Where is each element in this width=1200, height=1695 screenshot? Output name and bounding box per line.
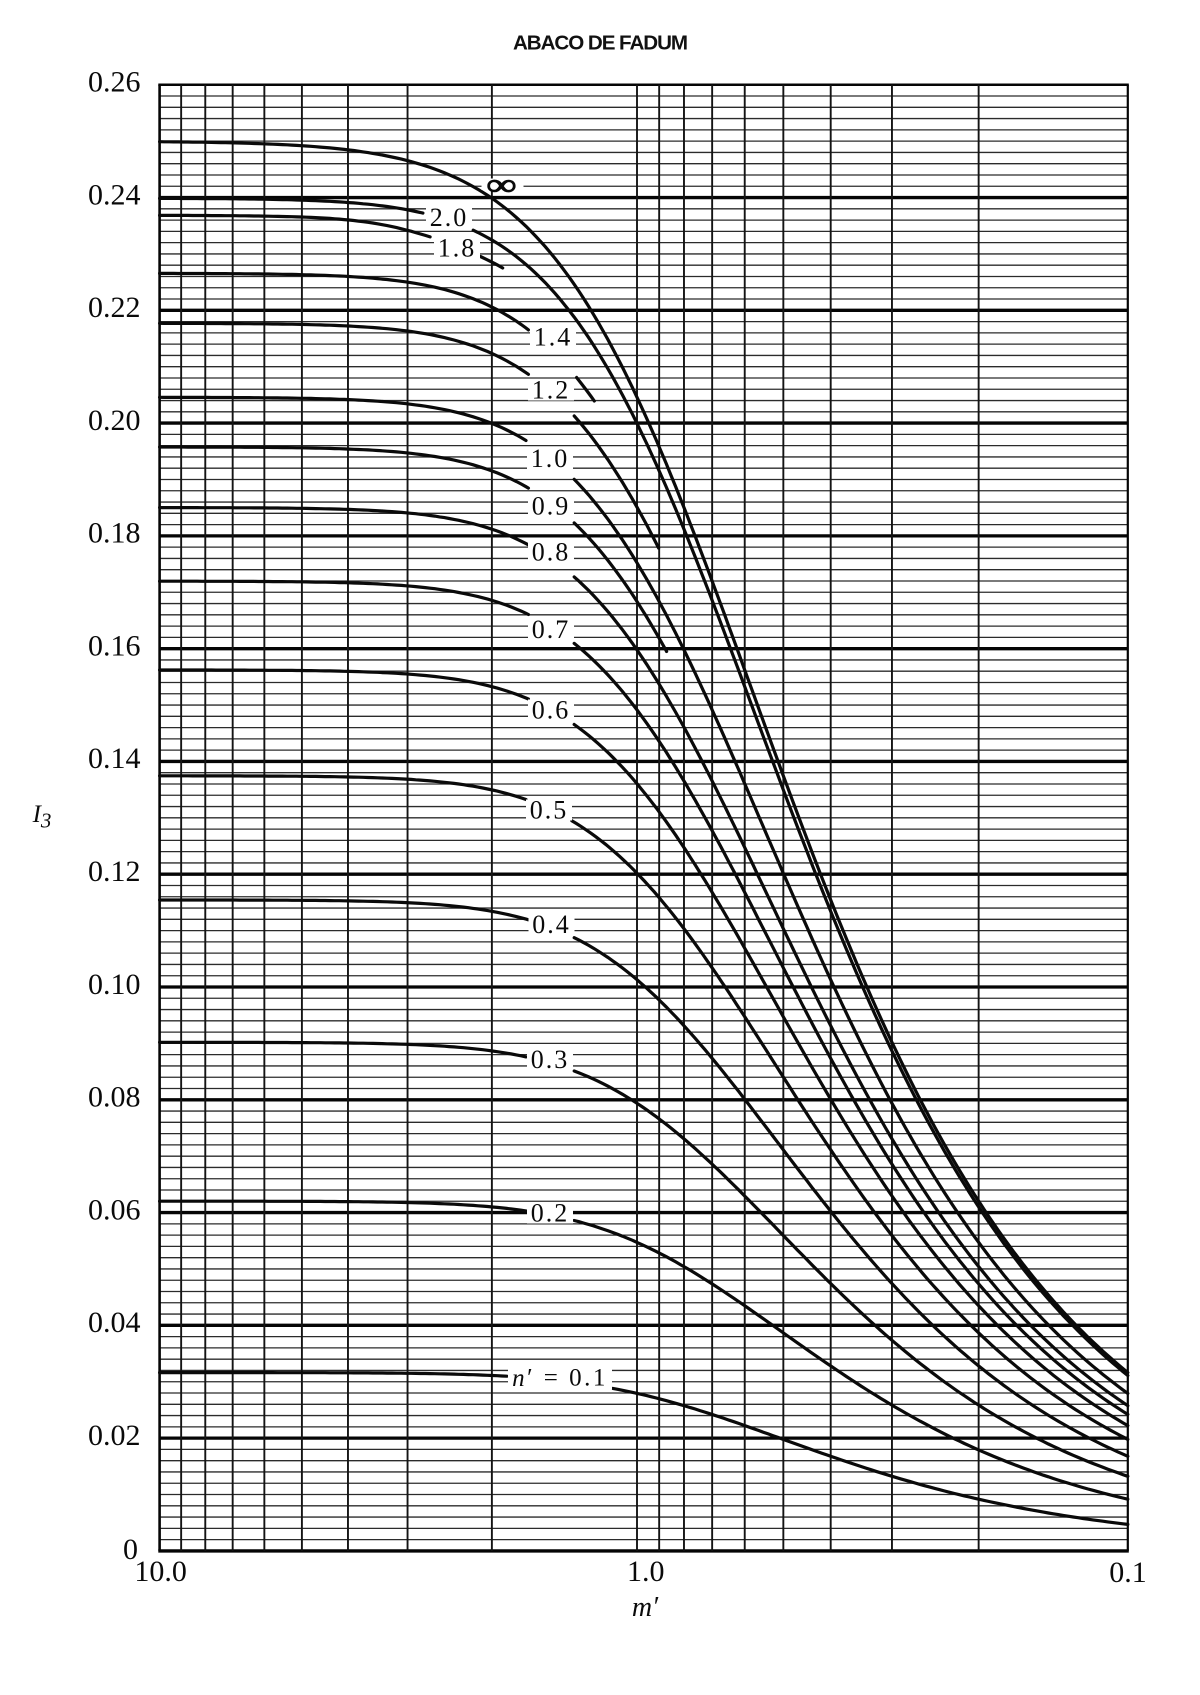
svg-text:0.20: 0.20 <box>88 404 141 437</box>
svg-text:1.0: 1.0 <box>531 444 570 473</box>
svg-text:0.4: 0.4 <box>532 910 571 939</box>
svg-text:0.08: 0.08 <box>88 1081 141 1114</box>
svg-text:0.26: 0.26 <box>88 66 141 99</box>
svg-text:1.2: 1.2 <box>532 376 571 405</box>
svg-text:0.02: 0.02 <box>88 1419 141 1452</box>
svg-text:0.1: 0.1 <box>1109 1556 1147 1589</box>
svg-text:ABACO DE FADUM: ABACO DE FADUM <box>513 32 687 55</box>
svg-text:0.9: 0.9 <box>532 492 571 521</box>
svg-text:1.0: 1.0 <box>627 1555 665 1588</box>
svg-text:0.24: 0.24 <box>88 178 141 211</box>
svg-text:m′: m′ <box>632 1592 659 1623</box>
svg-text:0.2: 0.2 <box>531 1199 570 1228</box>
svg-text:0.10: 0.10 <box>88 968 141 1001</box>
svg-text:10.0: 10.0 <box>134 1555 187 1588</box>
svg-text:I3: I3 <box>32 801 52 833</box>
svg-text:n′ = 0.1: n′ = 0.1 <box>512 1365 608 1392</box>
svg-text:0.6: 0.6 <box>532 696 571 725</box>
svg-text:2.0: 2.0 <box>430 203 469 232</box>
svg-text:1.8: 1.8 <box>438 234 477 263</box>
svg-text:0.3: 0.3 <box>531 1045 570 1074</box>
svg-text:1.4: 1.4 <box>534 323 573 352</box>
svg-text:0.16: 0.16 <box>88 630 141 663</box>
svg-text:0.04: 0.04 <box>88 1306 141 1339</box>
svg-text:0.8: 0.8 <box>532 538 571 567</box>
svg-text:0.5: 0.5 <box>530 796 569 825</box>
svg-text:0: 0 <box>123 1533 138 1566</box>
svg-text:0.7: 0.7 <box>532 615 571 644</box>
svg-text:0.06: 0.06 <box>88 1193 141 1226</box>
svg-text:∞: ∞ <box>486 168 516 202</box>
svg-text:0.12: 0.12 <box>88 855 141 888</box>
svg-text:0.14: 0.14 <box>88 742 141 775</box>
svg-text:0.22: 0.22 <box>88 291 141 324</box>
svg-text:0.18: 0.18 <box>88 517 141 550</box>
